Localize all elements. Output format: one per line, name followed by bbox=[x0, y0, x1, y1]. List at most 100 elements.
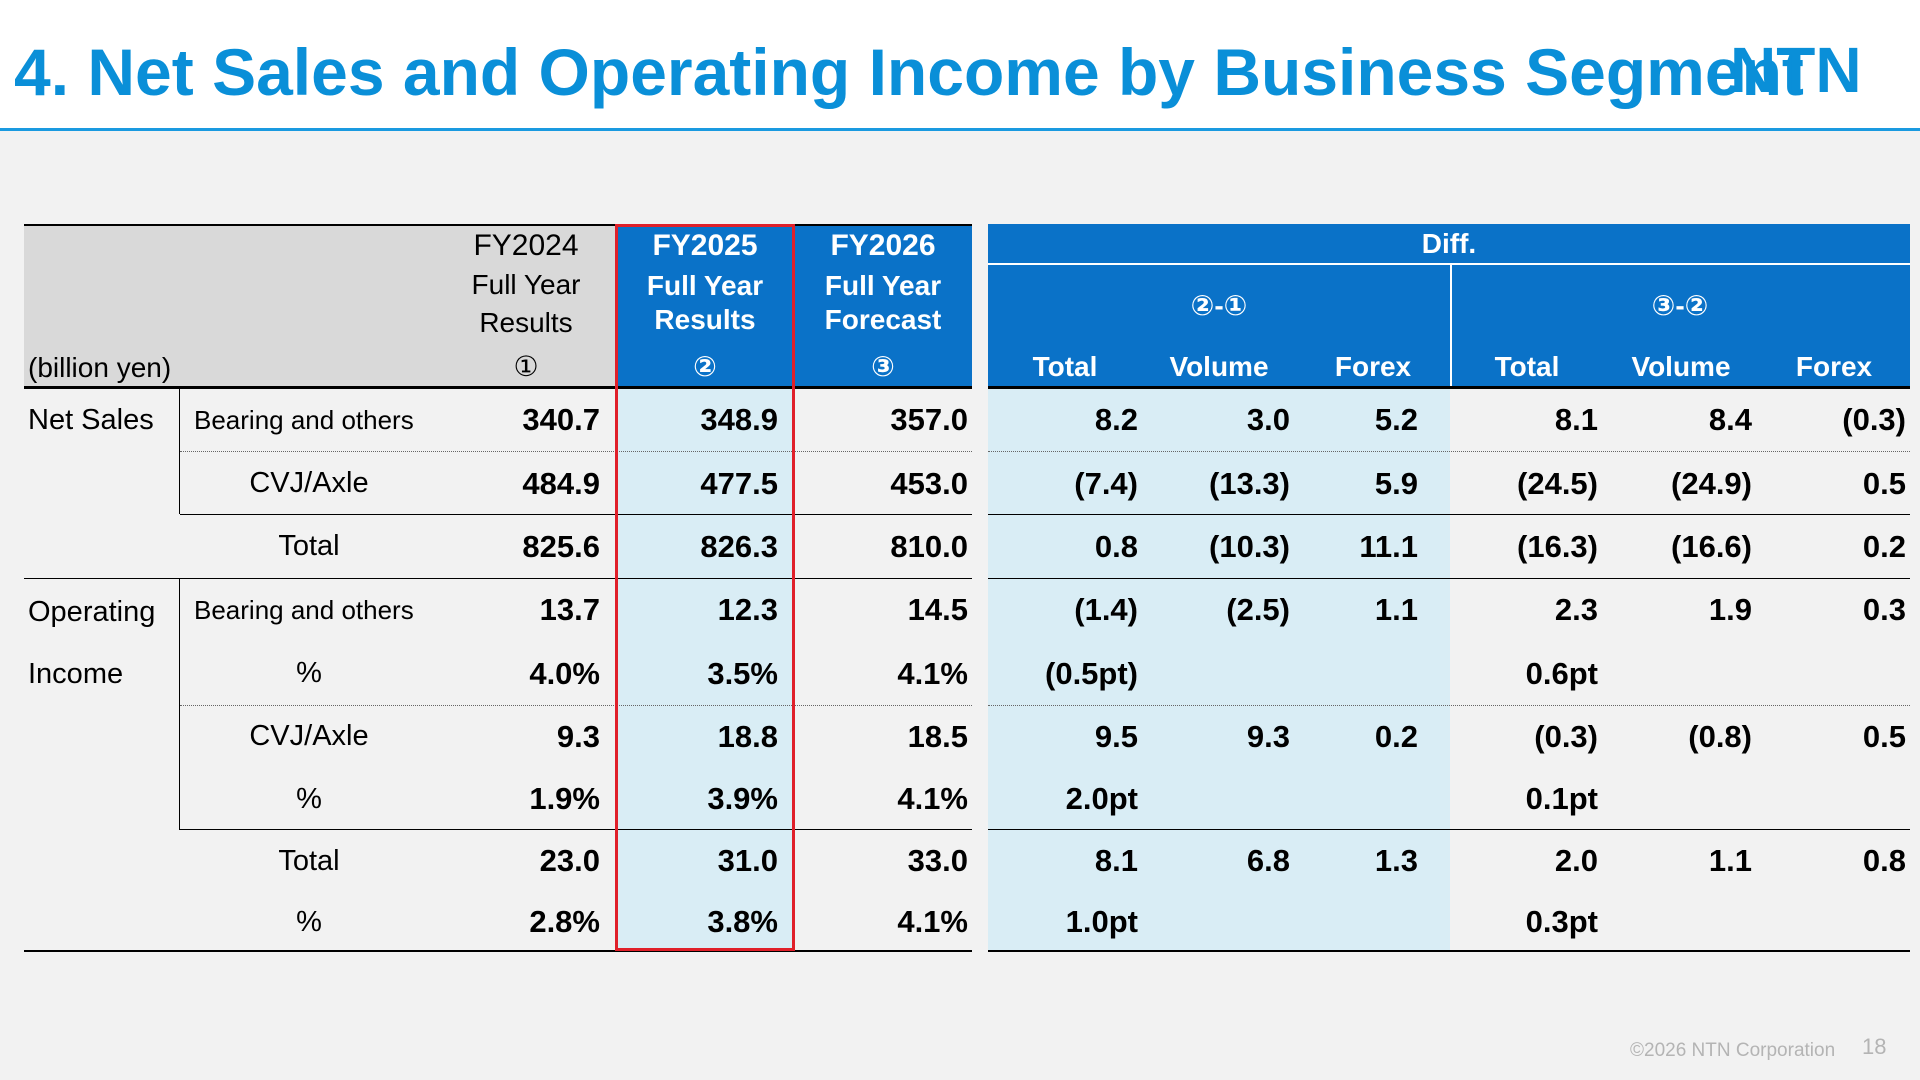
diff-group2-label: ③-② bbox=[1651, 289, 1709, 321]
row-label: % bbox=[296, 782, 322, 815]
row-label: % bbox=[296, 657, 322, 689]
table-cell: (16.6) bbox=[1671, 528, 1752, 564]
table-cell: (16.3) bbox=[1517, 528, 1598, 564]
diff-title: Diff. bbox=[1421, 228, 1477, 259]
table-cell: 5.2 bbox=[1374, 402, 1418, 437]
diff-header-bg bbox=[988, 224, 1910, 388]
table-cell: 477.5 bbox=[700, 465, 778, 501]
table-cell: 2.3 bbox=[1554, 592, 1598, 627]
table-cell bbox=[1582, 768, 1752, 830]
table-cell: 0.8 bbox=[1094, 528, 1138, 564]
fy2025-marker: ② bbox=[693, 350, 717, 382]
diff-subheader-forex: Forex bbox=[1795, 351, 1873, 382]
table-cell: 0.6pt bbox=[1525, 655, 1598, 691]
table-cell: (7.4) bbox=[1074, 465, 1138, 501]
table-cell: 0.2 bbox=[1862, 528, 1906, 564]
table-cell bbox=[1248, 892, 1418, 952]
table-cell: 8.4 bbox=[1708, 402, 1752, 437]
row-divider bbox=[180, 829, 972, 830]
label-column-rule bbox=[179, 388, 180, 514]
section-net-sales: Net Sales bbox=[28, 403, 154, 436]
fy2026-marker: ③ bbox=[871, 350, 895, 382]
table-cell bbox=[1736, 768, 1906, 830]
slide-title: 4. Net Sales and Operating Income by Bus… bbox=[14, 35, 1804, 109]
table-cell: 6.8 bbox=[1246, 843, 1290, 878]
table-cell: 23.0 bbox=[539, 843, 600, 878]
header-bottom-rule bbox=[24, 386, 972, 389]
table-cell: (2.5) bbox=[1226, 592, 1290, 627]
top-rule bbox=[24, 224, 972, 226]
table-cell: 3.0 bbox=[1246, 402, 1290, 437]
svg-text:NTN: NTN bbox=[1730, 40, 1862, 96]
diff-title-divider bbox=[988, 263, 1910, 265]
table-cell: 18.8 bbox=[717, 718, 778, 754]
table-cell bbox=[1582, 892, 1752, 952]
section-operating: Operating bbox=[28, 595, 156, 628]
fy2024-marker: ① bbox=[513, 350, 539, 382]
table-cell: (1.4) bbox=[1074, 592, 1138, 627]
fy2026-year: FY2026 bbox=[830, 229, 936, 262]
row-divider bbox=[180, 705, 972, 706]
table-cell: 484.9 bbox=[522, 465, 600, 501]
table-cell bbox=[1248, 642, 1418, 705]
table-cell: 810.0 bbox=[890, 528, 968, 564]
fy2024-line2: Results bbox=[479, 307, 573, 338]
fy2026-line1: Full Year bbox=[824, 270, 942, 301]
table-cell: (10.3) bbox=[1209, 528, 1290, 564]
bottom-rule bbox=[24, 950, 972, 952]
table-cell: 13.7 bbox=[539, 592, 600, 627]
table-cell: 0.1pt bbox=[1525, 781, 1598, 816]
fy2026-line2: Forecast bbox=[824, 304, 942, 335]
table-cell: 11.1 bbox=[1359, 528, 1418, 564]
unit-label: (billion yen) bbox=[28, 352, 172, 383]
diff-subheader-volume: Volume bbox=[1631, 351, 1731, 382]
slide-header: 4. Net Sales and Operating Income by Bus… bbox=[0, 0, 1920, 131]
diff-group1-label: ②-① bbox=[1190, 289, 1248, 321]
fy2024-line1: Full Year bbox=[471, 269, 581, 300]
fy2025-column-bg bbox=[616, 388, 794, 950]
table-cell: (13.3) bbox=[1209, 465, 1290, 501]
table-cell bbox=[1582, 642, 1752, 705]
table-cell: 1.0pt bbox=[1065, 904, 1138, 939]
bottom-rule bbox=[988, 950, 1910, 952]
table-cell: 1.1 bbox=[1708, 843, 1752, 878]
table-cell: 4.0% bbox=[529, 655, 600, 691]
row-divider bbox=[180, 514, 972, 515]
table-cell: 5.9 bbox=[1374, 465, 1418, 501]
table-cell: 0.3 bbox=[1862, 592, 1906, 627]
table-cell: 2.0pt bbox=[1065, 781, 1138, 816]
table-cell: 18.5 bbox=[907, 718, 968, 754]
ntn-logo: NTN bbox=[1730, 40, 1862, 96]
table-cell: 9.3 bbox=[1246, 718, 1290, 754]
table-cell bbox=[1248, 768, 1418, 830]
table-cell: 2.0 bbox=[1554, 843, 1598, 878]
table-cell: 453.0 bbox=[890, 465, 968, 501]
row-divider bbox=[988, 514, 1910, 515]
row-divider bbox=[988, 829, 1910, 830]
row-label: Bearing and others bbox=[194, 594, 414, 625]
table-cell: 3.9% bbox=[707, 781, 778, 816]
diff-group-divider bbox=[1450, 264, 1452, 388]
table-cell: 4.1% bbox=[897, 904, 968, 939]
fy2025-year: FY2025 bbox=[652, 229, 758, 262]
table-cell: 3.8% bbox=[707, 904, 778, 939]
diff-subheader-total: Total bbox=[1494, 351, 1560, 382]
label-column-rule bbox=[179, 578, 180, 830]
table-cell: 1.9% bbox=[529, 781, 600, 816]
row-divider bbox=[988, 705, 1910, 706]
section-divider bbox=[24, 578, 972, 579]
row-divider bbox=[988, 451, 1910, 452]
row-label: % bbox=[296, 905, 322, 938]
table-cell: (0.3) bbox=[1534, 718, 1598, 754]
table-cell: 1.3 bbox=[1374, 843, 1418, 878]
table-cell: 0.5 bbox=[1862, 465, 1906, 501]
table-cell: 826.3 bbox=[700, 528, 778, 564]
table-cell: 12.3 bbox=[717, 592, 778, 627]
table-cell: (0.8) bbox=[1688, 718, 1752, 754]
row-label: Total bbox=[278, 844, 340, 877]
diff-subheader-forex: Forex bbox=[1334, 351, 1412, 382]
row-label: CVJ/Axle bbox=[249, 720, 369, 752]
fy2025-line2: Results bbox=[654, 304, 756, 335]
row-divider bbox=[180, 451, 972, 452]
table-cell: (0.5pt) bbox=[1045, 655, 1138, 691]
